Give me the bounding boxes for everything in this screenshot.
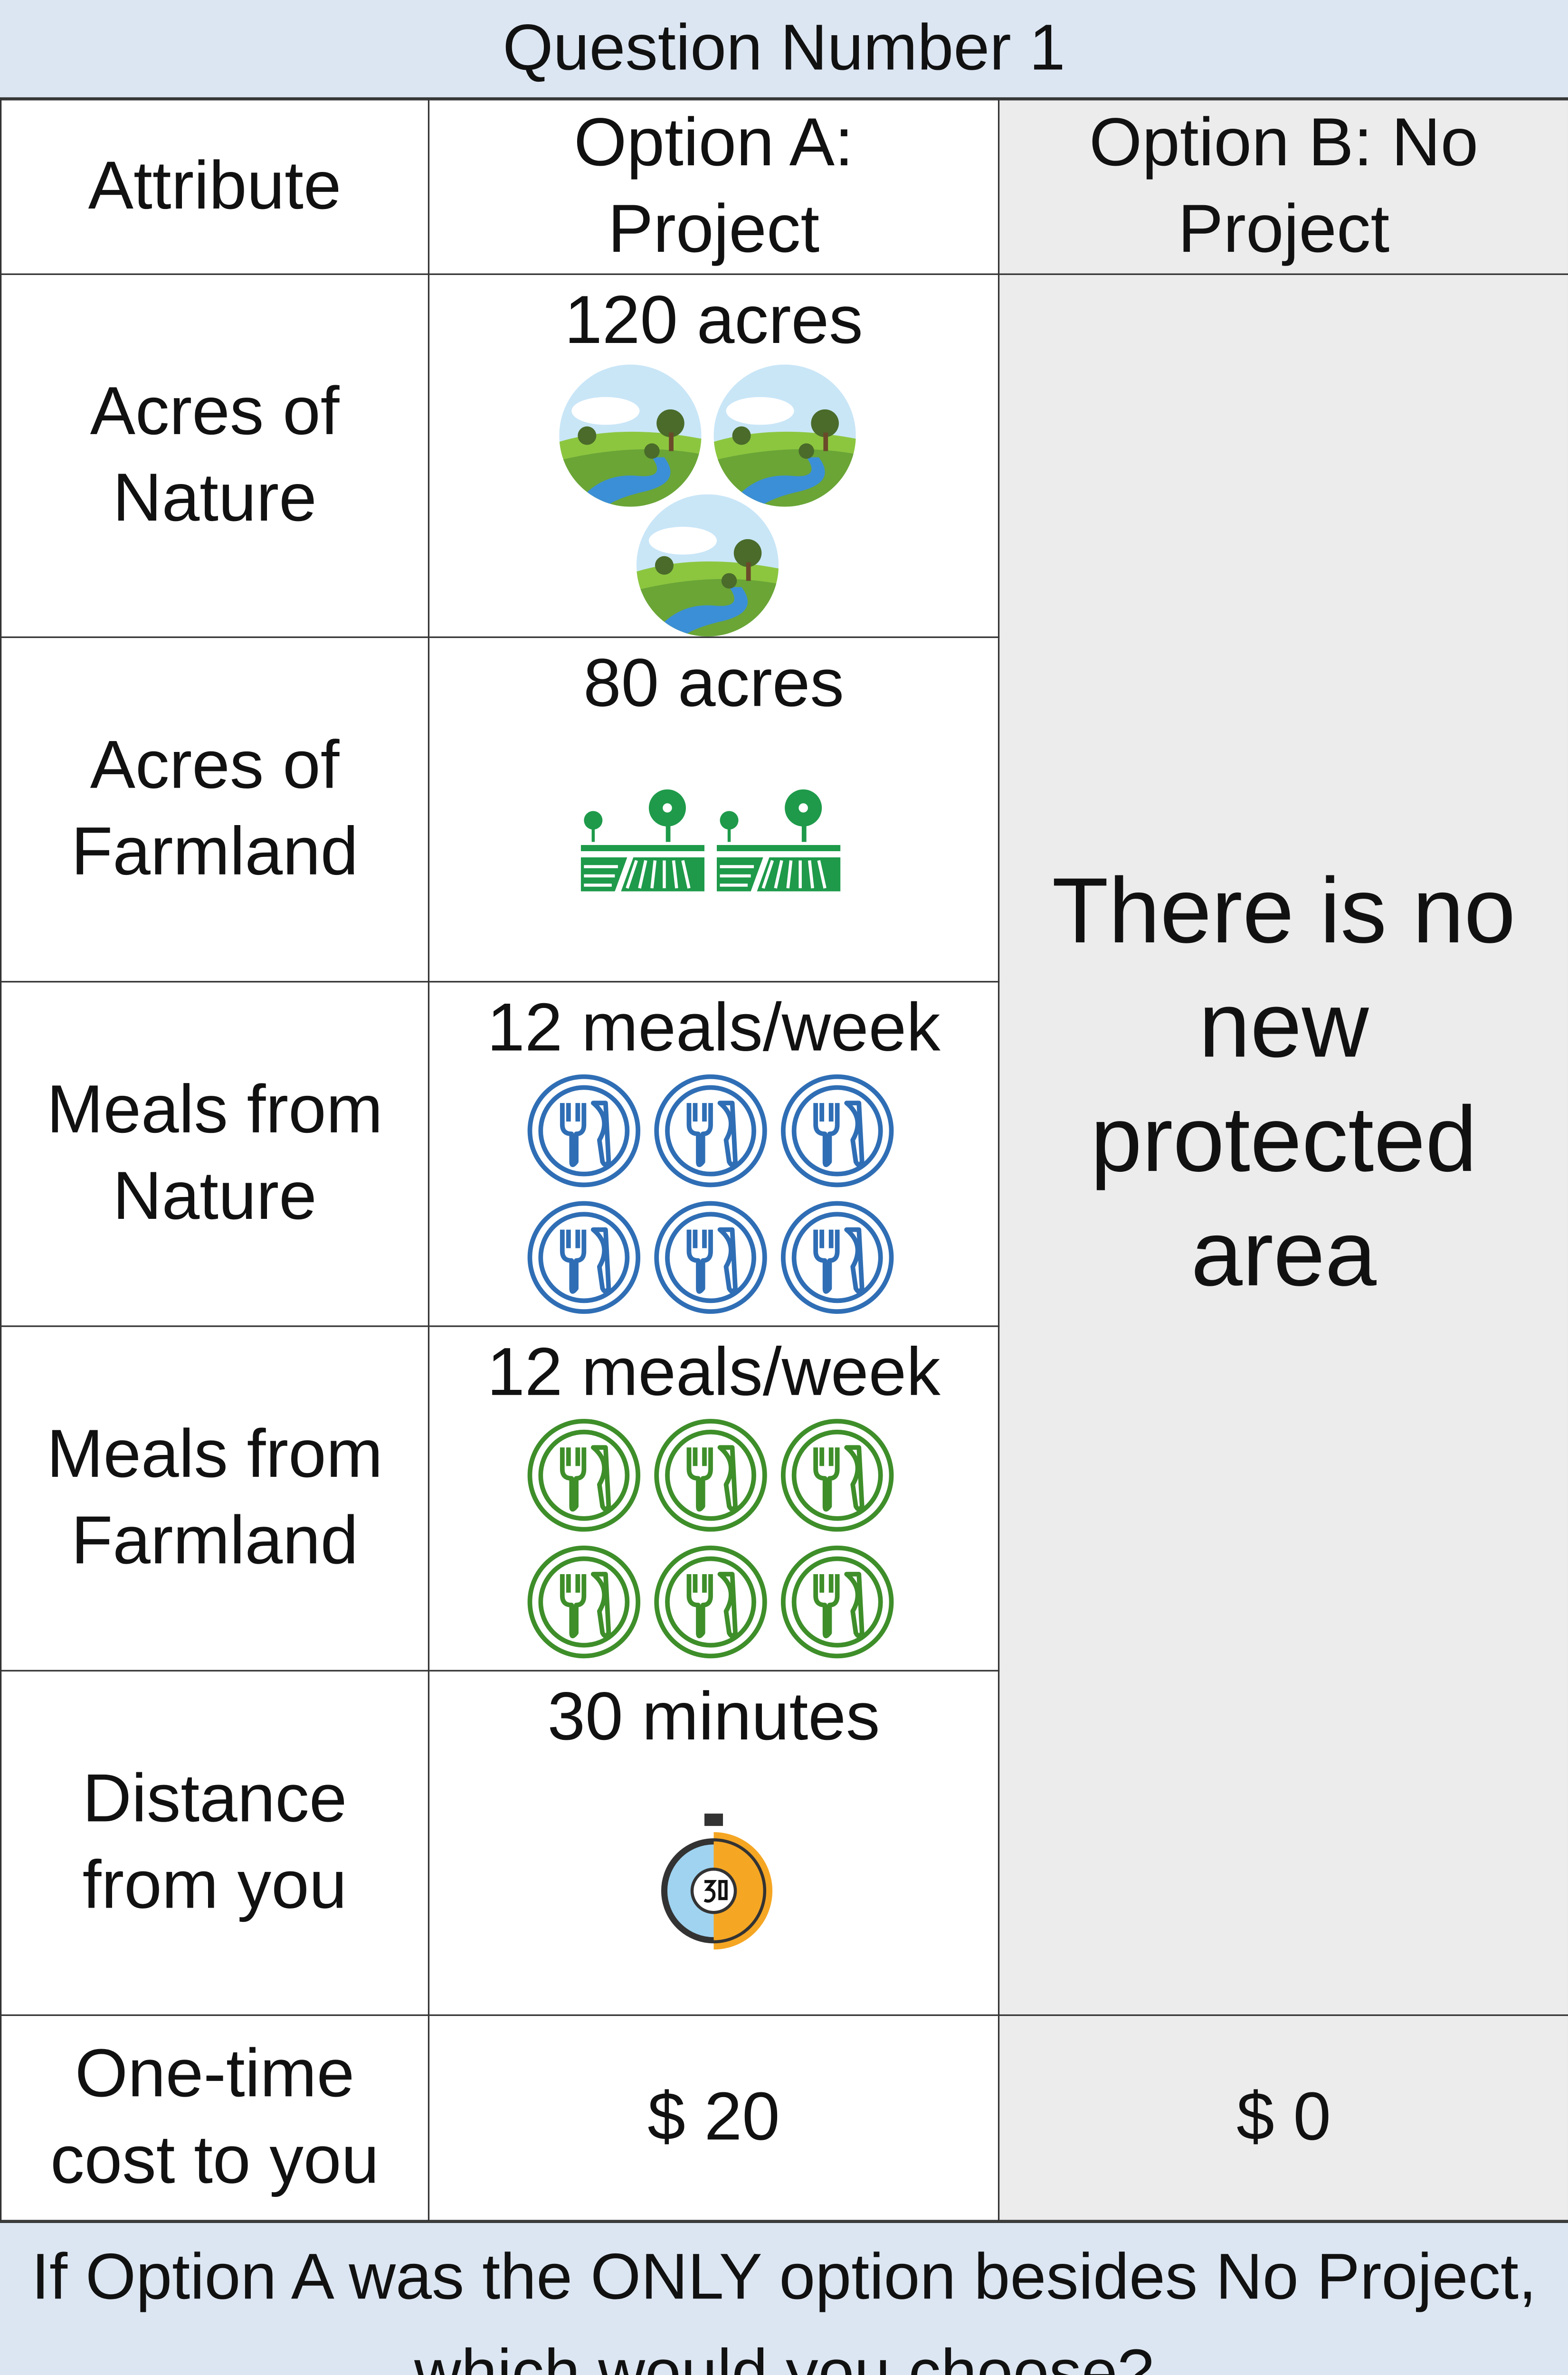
option-b-merged-cell: There is no new protected area <box>998 273 1568 2016</box>
attribute-cell: Distance from you <box>0 1670 430 2016</box>
option-a-value: 30 minutes <box>547 1679 880 1755</box>
column-header: Option B: No Project <box>998 99 1568 275</box>
row: Meals from Nature 12 meals/week <box>0 981 1568 1327</box>
attribute: Acres of Nature <box>90 374 340 536</box>
attribute: Meals from Nature <box>47 1072 383 1235</box>
row: One-time cost to you $ 20 $ 0 <box>0 2014 1568 2222</box>
option-a-value: 120 acres <box>564 283 863 359</box>
column-header-text: Option A: Project <box>574 105 854 267</box>
option-a-value: $ 20 <box>647 2079 780 2155</box>
row: Meals from Farmland 12 meals/week <box>0 1325 1568 1672</box>
column-header-text: Attribute <box>88 148 342 224</box>
attribute-cell: Acres of Nature <box>0 273 430 638</box>
attribute: Distance from you <box>82 1761 347 1923</box>
nature-icons <box>559 365 868 636</box>
stopwatch-icon <box>661 1814 773 1950</box>
attribute-cell: One-time cost to you <box>0 2014 430 2222</box>
header-row: Attribute Option A: Project Option B: No… <box>0 99 1568 275</box>
attribute: Meals from Farmland <box>47 1416 383 1579</box>
option-b-value: $ 0 <box>1236 2079 1331 2155</box>
row: Acres of Nature 120 acres There is no ne… <box>0 273 1568 2016</box>
option-a-cell: 12 meals/week <box>428 1325 1000 1672</box>
option-a-cell: 120 acres <box>428 273 1000 638</box>
option-a-cell: 80 acres <box>428 636 1000 983</box>
farm-icons <box>581 789 846 898</box>
option-b-cell: $ 0 <box>998 2014 1568 2222</box>
column-header-text: Option B: No Project <box>1089 105 1479 267</box>
farm-meal-icons <box>525 1416 903 1663</box>
attribute-cell: Meals from Nature <box>0 981 430 1327</box>
attribute: Acres of Farmland <box>71 727 359 890</box>
option-a-cell: 30 minutes <box>428 1670 1000 2016</box>
attribute: One-time cost to you <box>50 2036 380 2198</box>
row: Acres of Farmland 80 acres <box>0 636 1568 983</box>
option-a-cell: 12 meals/week <box>428 981 1000 1327</box>
option-b-merged-text: There is no new protected area <box>1052 859 1516 1306</box>
option-a-value: 12 meals/week <box>487 1334 941 1411</box>
option-a-cell: $ 20 <box>428 2014 1000 2222</box>
nature-meal-icons <box>525 1072 903 1319</box>
attribute-cell: Acres of Farmland <box>0 636 430 983</box>
choice-question: If Option A was the ONLY option besides … <box>0 2221 1568 2375</box>
row: Distance from you 30 minutes <box>0 1670 1568 2016</box>
option-a-value: 12 meals/week <box>487 990 941 1066</box>
option-a-value: 80 acres <box>583 646 844 722</box>
column-header: Attribute <box>0 99 430 275</box>
question-title: Question Number 1 <box>0 0 1568 99</box>
attribute-cell: Meals from Farmland <box>0 1325 430 1672</box>
column-header: Option A: Project <box>428 99 1000 275</box>
choice-table: Attribute Option A: Project Option B: No… <box>0 99 1568 2222</box>
